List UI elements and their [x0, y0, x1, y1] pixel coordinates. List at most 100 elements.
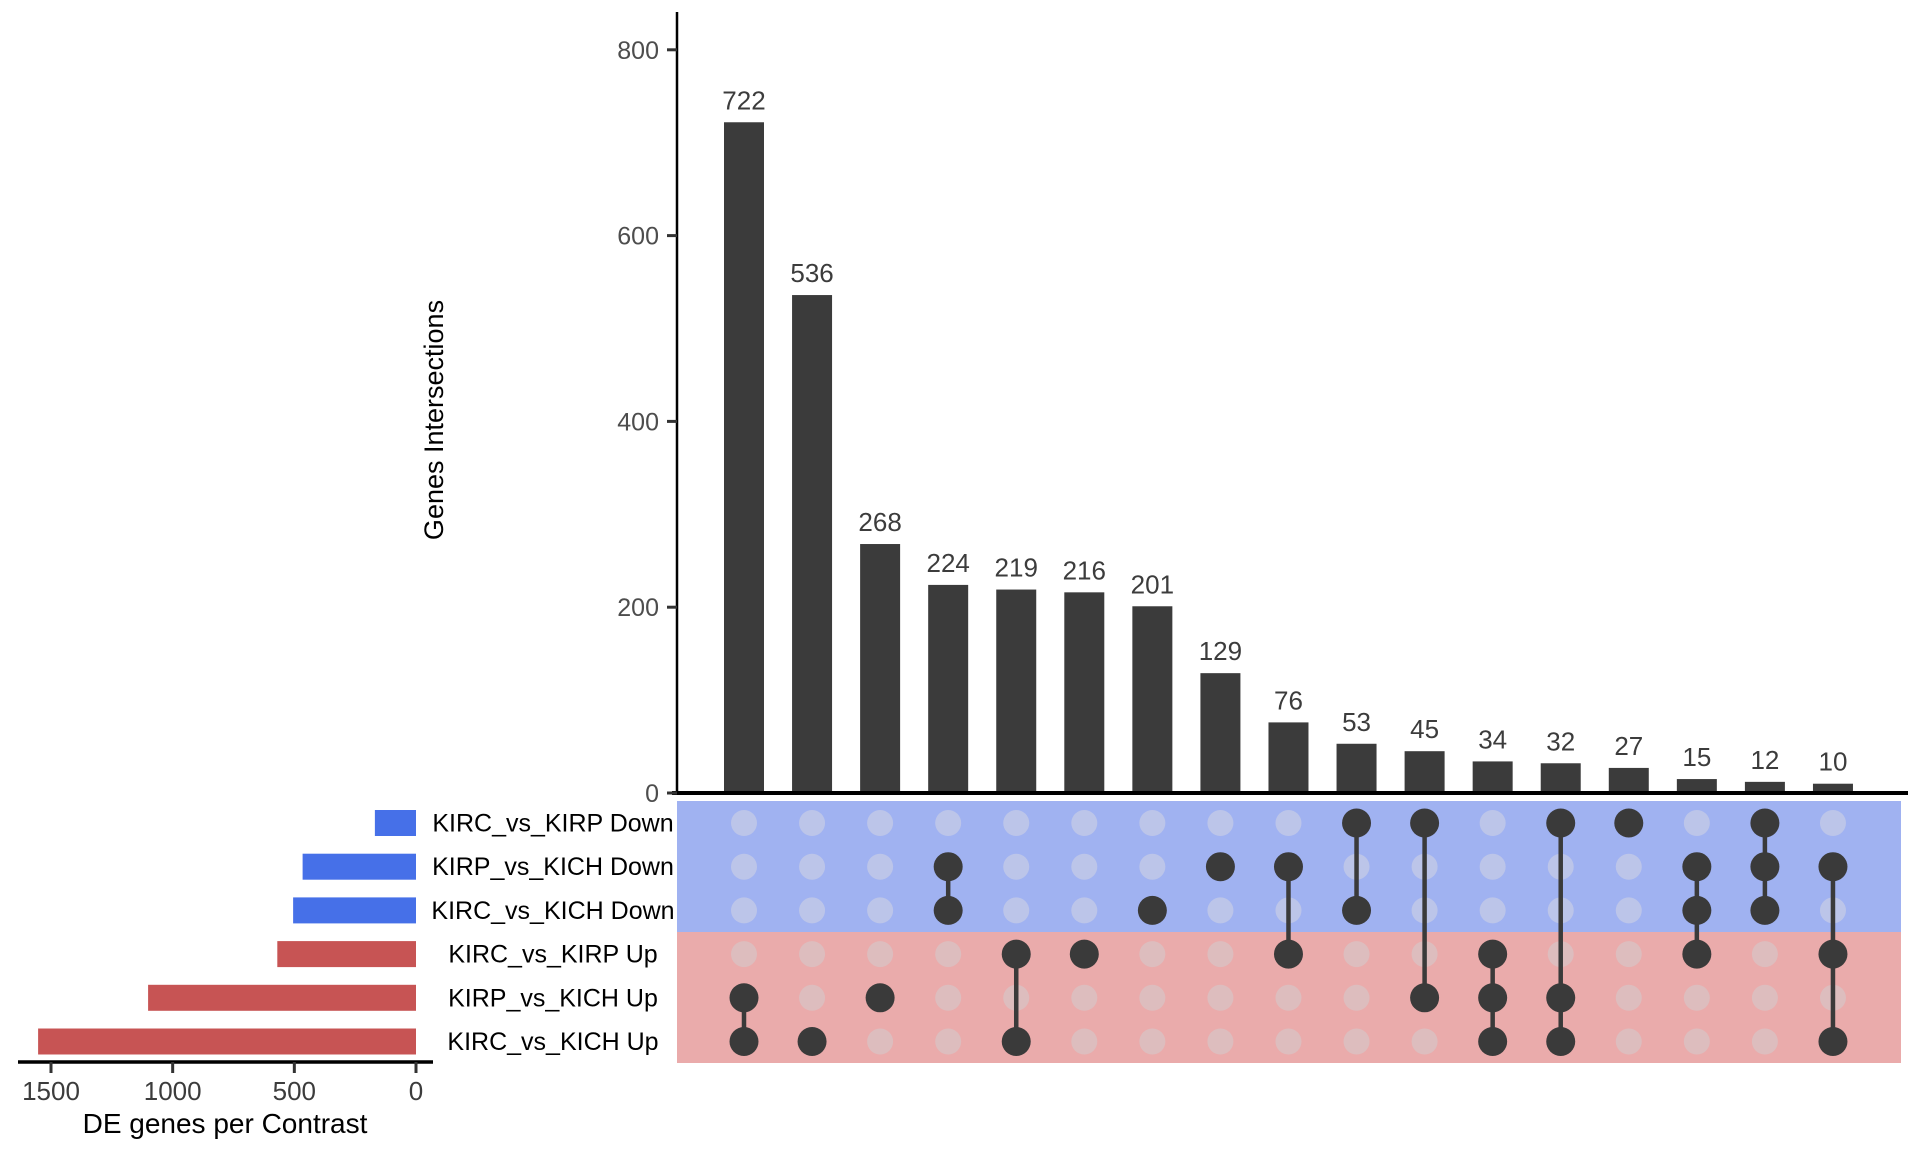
- set-row-label: KIRP_vs_KICH Down: [432, 853, 674, 881]
- matrix-dot-active: [1682, 939, 1712, 969]
- matrix-dot-active: [1478, 939, 1508, 969]
- matrix-dot-inactive: [935, 810, 962, 836]
- intersection-bar: [1472, 761, 1513, 793]
- intersection-value-label: 201: [1131, 569, 1174, 599]
- matrix-dot-inactive: [867, 810, 894, 836]
- matrix-dot-inactive: [731, 941, 757, 968]
- set-row-label: KIRC_vs_KIRP Up: [448, 941, 657, 969]
- matrix-dot-inactive: [799, 810, 826, 836]
- matrix-dot-active: [865, 983, 895, 1013]
- matrix-dot-inactive: [1071, 984, 1098, 1011]
- matrix-dot-active: [1001, 939, 1031, 969]
- intersection-value-label: 216: [1063, 555, 1106, 585]
- intersection-value-label: 15: [1682, 742, 1711, 772]
- intersection-value-label: 45: [1410, 714, 1439, 744]
- matrix-dot-inactive: [1071, 1028, 1098, 1055]
- matrix-dot-inactive: [1207, 941, 1234, 968]
- y-axis: 0 200 400 600 800: [617, 12, 1908, 808]
- matrix-dot-inactive: [1275, 810, 1302, 836]
- intersection-bar: [1200, 673, 1241, 793]
- matrix-dot-inactive: [1751, 941, 1778, 968]
- intersection-bar: [1336, 743, 1377, 793]
- matrix-active-dots: [729, 808, 1848, 1056]
- set-size-bar: [302, 853, 416, 880]
- set-size-tick-label: 1000: [144, 1076, 202, 1106]
- intersection-bars: [724, 122, 1853, 793]
- matrix-dot-inactive: [799, 897, 826, 924]
- matrix-dot-active: [1410, 808, 1440, 838]
- matrix-dot-active: [1614, 808, 1644, 838]
- intersection-bar: [724, 122, 764, 793]
- intersection-value-label: 722: [722, 85, 765, 115]
- matrix-dot-inactive: [867, 897, 894, 924]
- intersection-bar: [1064, 592, 1105, 793]
- y-tick-label: 200: [617, 594, 659, 622]
- set-row-label: KIRC_vs_KICH Down: [431, 897, 674, 925]
- matrix-dot-active: [797, 1027, 827, 1056]
- matrix-dot-active: [1137, 895, 1167, 925]
- intersection-bar: [1744, 781, 1785, 793]
- matrix-dot-inactive: [1139, 984, 1166, 1011]
- matrix-dot-inactive: [1683, 984, 1710, 1011]
- matrix-dot-active: [1410, 983, 1440, 1013]
- intersection-value-label: 536: [790, 258, 833, 288]
- matrix-dot-inactive: [1207, 1028, 1234, 1055]
- matrix-dot-active: [1546, 1027, 1576, 1056]
- matrix-dot-active: [1682, 895, 1712, 925]
- matrix-dot-active: [1546, 808, 1576, 838]
- matrix-dot-inactive: [1139, 941, 1166, 968]
- intersection-value-label: 224: [926, 548, 969, 578]
- matrix-dot-active: [1342, 808, 1372, 838]
- matrix-dot-inactive: [1139, 1028, 1166, 1055]
- set-size-bar: [148, 984, 416, 1011]
- set-row-label: KIRP_vs_KICH Up: [448, 984, 658, 1012]
- y-axis-title: Genes Intersections: [419, 300, 449, 540]
- matrix-dot-inactive: [1615, 1028, 1642, 1055]
- matrix-dot-inactive: [1343, 984, 1370, 1011]
- intersection-bar: [928, 584, 969, 793]
- set-size-tick-label: 500: [273, 1076, 316, 1106]
- set-size-bar: [293, 897, 416, 924]
- matrix-dot-active: [1818, 939, 1848, 969]
- matrix-dot-active: [1750, 852, 1780, 882]
- matrix-dot-active: [1546, 983, 1576, 1013]
- matrix-dot-active: [1205, 852, 1235, 882]
- matrix-dot-inactive: [1071, 853, 1098, 880]
- set-size-tick-label: 0: [409, 1076, 423, 1106]
- matrix-dot-inactive: [1683, 1028, 1710, 1055]
- set-size-bars: [38, 810, 416, 1055]
- matrix-dot-active: [1750, 808, 1780, 838]
- intersection-value-label: 12: [1750, 745, 1779, 775]
- matrix-dot-inactive: [1071, 897, 1098, 924]
- intersection-value-label: 129: [1199, 636, 1242, 666]
- matrix-dot-inactive: [1207, 810, 1234, 836]
- matrix-dot-inactive: [1751, 984, 1778, 1011]
- matrix-dot-inactive: [1819, 810, 1846, 836]
- matrix-dot-active: [1478, 1027, 1508, 1056]
- matrix-dot-inactive: [1411, 1028, 1438, 1055]
- matrix-dot-inactive: [799, 853, 826, 880]
- set-row-label: KIRC_vs_KICH Up: [447, 1028, 658, 1056]
- matrix-dot-inactive: [1071, 810, 1098, 836]
- matrix-dot-inactive: [1207, 984, 1234, 1011]
- matrix-dot-inactive: [1479, 897, 1506, 924]
- set-row-labels: KIRC_vs_KIRP Down KIRP_vs_KICH Down KIRC_v…: [431, 810, 674, 1057]
- matrix-dot-inactive: [1751, 1028, 1778, 1055]
- matrix-dot-active: [933, 852, 963, 882]
- set-size-axis-title: DE genes per Contrast: [83, 1108, 368, 1139]
- y-tick-label: 0: [645, 780, 659, 808]
- matrix-dot-inactive: [1615, 984, 1642, 1011]
- matrix-dot-inactive: [1275, 1028, 1302, 1055]
- matrix-dot-active: [1682, 852, 1712, 882]
- intersection-bar: [1676, 779, 1717, 793]
- matrix-dot-inactive: [1343, 941, 1370, 968]
- intersection-value-label: 32: [1546, 726, 1575, 756]
- set-size-axis: 1500 1000 500 0: [18, 1060, 433, 1106]
- matrix-dot-inactive: [731, 853, 757, 880]
- matrix-dot-inactive: [1615, 897, 1642, 924]
- matrix-dot-inactive: [1275, 984, 1302, 1011]
- intersection-bar: [996, 589, 1037, 793]
- matrix-dot-active: [1818, 1027, 1848, 1056]
